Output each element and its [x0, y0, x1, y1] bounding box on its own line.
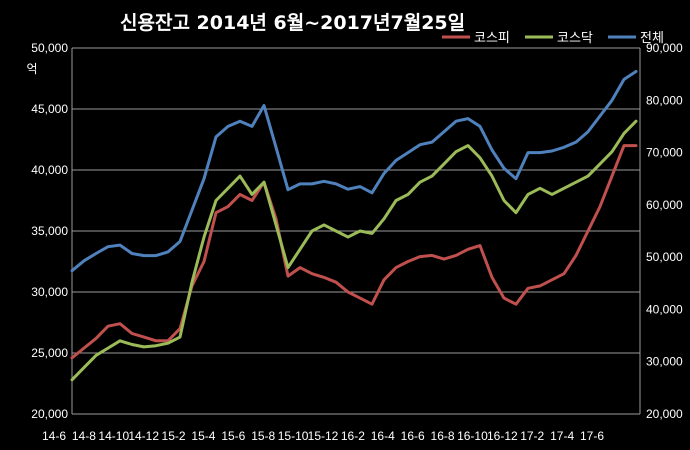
x-tick-label: 16-2	[341, 429, 365, 443]
right-tick-label: 20,000	[646, 407, 683, 421]
legend-label: 코스닥	[557, 31, 593, 46]
x-tick-label: 15-6	[221, 429, 245, 443]
x-tick-label: 16-12	[487, 429, 518, 443]
right-axis-ticks: 20,000 30,000 40,000 50,000 60,000 70,000 80,0…	[646, 41, 683, 421]
x-tick-label: 17-6	[580, 429, 604, 443]
left-tick-label: 25,000	[31, 346, 68, 360]
right-tick-label: 50,000	[646, 250, 683, 264]
left-axis-ticks: 20,000 25,000 30,000 35,000 40,000 45,000 50,0…	[31, 41, 68, 421]
x-tick-label: 15-10	[278, 429, 309, 443]
right-tick-label: 40,000	[646, 302, 683, 316]
x-tick-label: 15-12	[308, 429, 339, 443]
left-tick-label: 35,000	[31, 224, 68, 238]
right-tick-label: 70,000	[646, 146, 683, 160]
left-tick-label: 30,000	[31, 285, 68, 299]
x-tick-label: 14-8	[72, 429, 96, 443]
chart-title: 신용잔고 2014년 6월~2017년7월25일	[120, 12, 465, 34]
x-tick-label: 15-4	[191, 429, 215, 443]
x-tick-label: 16-4	[371, 429, 395, 443]
gridlines	[71, 47, 641, 415]
x-tick-label: 14-6	[42, 429, 66, 443]
legend: 코스피 코스닥 전체	[442, 31, 664, 46]
left-tick-label: 45,000	[31, 102, 68, 116]
series-line-전체	[70, 70, 638, 273]
x-tick-label: 16-10	[457, 429, 488, 443]
series-lines	[70, 70, 638, 382]
x-tick-label: 14-12	[128, 429, 159, 443]
x-tick-label: 15-8	[251, 429, 275, 443]
series-line-코스닥	[70, 119, 638, 382]
left-axis-unit: 억	[26, 62, 37, 76]
left-tick-label: 50,000	[31, 41, 68, 55]
x-tick-label: 15-2	[162, 429, 186, 443]
legend-label: 코스피	[474, 31, 510, 46]
x-tick-label: 16-8	[431, 429, 455, 443]
legend-label: 전체	[640, 31, 664, 46]
x-axis-ticks: 14-6 14-8 14-10 14-12 15-2 15-4 15-6 15-8 15-10 1…	[42, 429, 604, 443]
x-tick-label: 17-2	[520, 429, 544, 443]
x-tick-label: 16-6	[401, 429, 425, 443]
series-line-코스피	[70, 144, 638, 360]
left-tick-label: 20,000	[31, 407, 68, 421]
right-tick-label: 80,000	[646, 93, 683, 107]
x-tick-label: 17-4	[550, 429, 574, 443]
left-tick-label: 40,000	[31, 163, 68, 177]
right-tick-label: 90,000	[646, 41, 683, 55]
x-tick-label: 14-10	[98, 429, 129, 443]
right-tick-label: 30,000	[646, 355, 683, 369]
right-tick-label: 60,000	[646, 198, 683, 212]
